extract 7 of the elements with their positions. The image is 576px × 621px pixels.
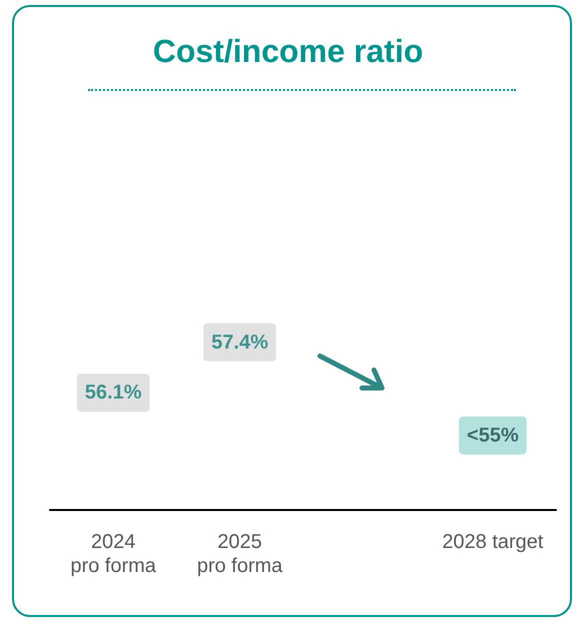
category-label: 2028 target bbox=[442, 531, 544, 553]
text: Cost/income ratio bbox=[152, 33, 424, 69]
data-label: 56.1% bbox=[84, 382, 142, 404]
category-label: 2024 pro forma bbox=[70, 531, 157, 577]
data-label: 57.4% bbox=[211, 331, 268, 354]
category-label: 2025 pro forma bbox=[196, 531, 284, 577]
data-label: <55% bbox=[466, 424, 519, 446]
